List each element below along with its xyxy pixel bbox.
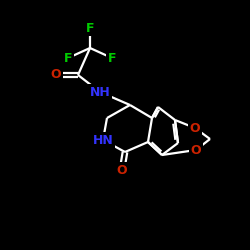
Text: O: O — [51, 68, 61, 82]
Text: F: F — [64, 52, 72, 64]
Text: F: F — [86, 22, 94, 35]
Text: O: O — [191, 144, 201, 156]
Text: O: O — [117, 164, 127, 176]
Text: NH: NH — [90, 86, 110, 98]
Text: O: O — [190, 122, 200, 134]
Text: F: F — [108, 52, 116, 64]
Text: HN: HN — [92, 134, 114, 146]
